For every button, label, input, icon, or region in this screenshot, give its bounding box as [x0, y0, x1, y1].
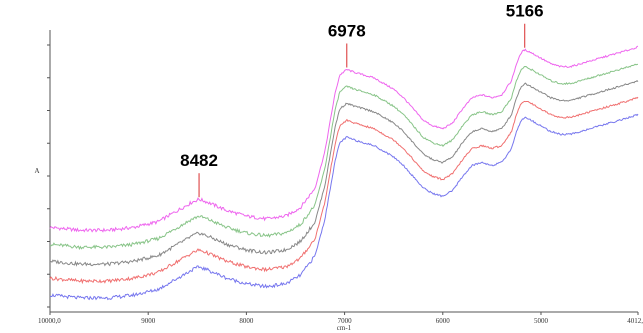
- peak-label: 5166: [506, 2, 544, 21]
- x-tick-label: 7000: [338, 317, 353, 325]
- spectrum-series-line: [49, 79, 639, 267]
- x-tick-label: 8000: [239, 317, 254, 325]
- spectrum-series-line: [49, 45, 639, 233]
- x-tick-label: 9000: [141, 317, 156, 325]
- y-axis: A: [34, 30, 51, 312]
- x-axis-label: cm-1: [337, 324, 352, 332]
- x-axis: 10000,0 9000 8000 7000 6000 5000 4012, cm-1: [38, 311, 643, 332]
- y-axis-ticks: [47, 44, 50, 308]
- spectrum-series-line: [49, 96, 639, 285]
- spectrum-series-line: [49, 113, 639, 301]
- spectrum-series-line: [49, 63, 639, 251]
- peak-annotations: 8482 6978 5166: [180, 2, 544, 198]
- x-tick-label: 6000: [436, 317, 451, 325]
- x-tick-label: 5000: [534, 317, 549, 325]
- x-tick-label: 4012,: [627, 317, 643, 325]
- peak-label: 6978: [328, 21, 366, 40]
- x-axis-ticks: 10000,0 9000 8000 7000 6000 5000 4012,: [38, 312, 643, 325]
- peak-label: 8482: [180, 151, 218, 170]
- y-axis-label: A: [34, 167, 39, 175]
- x-tick-label: 10000,0: [38, 317, 61, 325]
- spectra-series: [49, 45, 639, 301]
